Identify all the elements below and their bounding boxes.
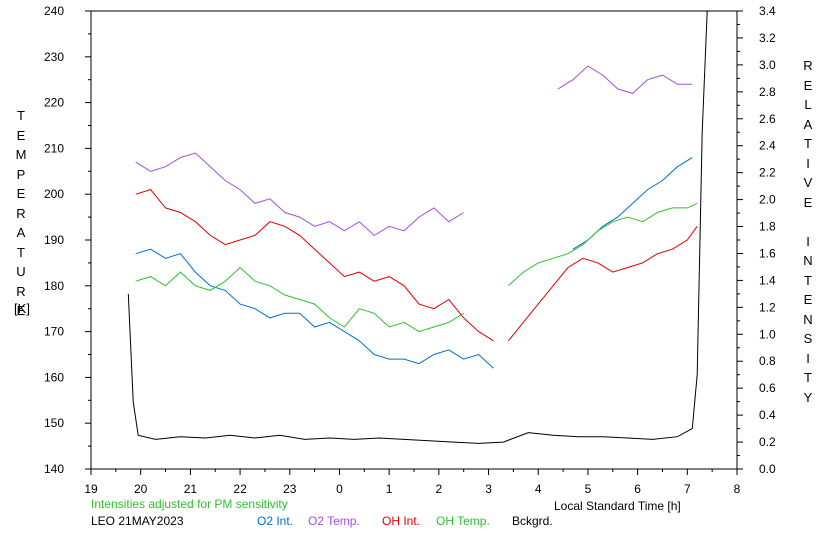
right-axis-label-letter: E [803, 194, 813, 210]
x-tick-label: 1 [386, 482, 393, 496]
left-axis-label-letter: R [16, 283, 26, 299]
series-line [508, 226, 698, 342]
y-right-tick-label: 3.0 [759, 58, 776, 72]
right-axis-label-letter: N [803, 253, 813, 268]
x-tick-label: 19 [84, 482, 98, 496]
legend-entry: OH Temp. [436, 514, 490, 528]
y-left-tick-label: 210 [44, 141, 64, 155]
legend-entry: O2 Int. [257, 514, 294, 528]
left-axis-label-letter: M [15, 147, 27, 162]
x-tick-label: 0 [336, 482, 343, 496]
y-right-tick-label: 3.2 [759, 31, 776, 45]
legend-entry: O2 Temp. [308, 514, 360, 528]
y-right-tick-label: 0.0 [759, 462, 776, 476]
x-tick-label: 21 [184, 482, 198, 496]
right-axis-label-letter: T [804, 136, 812, 151]
right-axis-label-letter: N [803, 311, 813, 327]
series-line [557, 65, 693, 94]
y-right-tick-label: 1.8 [759, 220, 776, 234]
y-right-tick-label: 2.2 [759, 166, 776, 180]
y-right-tick-label: 2.8 [759, 85, 776, 99]
y-left-tick-label: 240 [44, 4, 64, 18]
legend-entry: Bckgrd. [512, 514, 553, 528]
x-tick-label: 23 [283, 482, 297, 496]
series-line [508, 202, 698, 287]
left-axis-label-letter: E [16, 303, 26, 318]
y-left-tick-label: 200 [44, 187, 64, 201]
x-tick-label: 6 [634, 482, 641, 496]
right-axis-label-letter: I [806, 350, 810, 366]
y-right-tick-label: 3.4 [759, 4, 776, 18]
y-right-tick-label: 0.8 [759, 354, 776, 368]
series-line [135, 266, 464, 333]
left-axis-label-letter: A [16, 225, 26, 240]
x-tick-label: 4 [535, 482, 542, 496]
y-right-tick-label: 2.4 [759, 139, 776, 153]
series-line [127, 10, 708, 444]
y-right-tick-label: 1.6 [759, 246, 776, 260]
right-axis-label-letter: I [806, 233, 810, 249]
right-axis-label-letter: E [803, 77, 813, 93]
y-left-tick-label: 140 [44, 462, 64, 476]
y-left-tick-label: 190 [44, 233, 64, 247]
right-axis-label-letter [801, 212, 815, 232]
y-right-tick-label: 2.0 [759, 193, 776, 207]
station-date: LEO 21MAY2023 [91, 514, 184, 528]
series-line [135, 248, 494, 369]
x-axis-title: Local Standard Time [h] [554, 499, 681, 513]
legend-entry: OH Int. [382, 514, 421, 528]
x-tick-label: 8 [734, 482, 741, 496]
y-left-tick-label: 150 [44, 416, 64, 430]
series-line [135, 189, 494, 342]
sensitivity-note: Intensities adjusted for PM sensitivity [91, 497, 288, 511]
right-axis-label-letter: E [803, 292, 813, 307]
x-tick-label: 5 [585, 482, 592, 496]
right-axis-label-letter: Y [803, 389, 813, 405]
y-left-tick-label: 170 [44, 325, 64, 339]
right-axis-label-letter: V [803, 175, 813, 190]
left-axis-label-letter: E [16, 127, 26, 143]
left-axis-label-letter: T [17, 244, 25, 260]
y-left-tick-label: 180 [44, 279, 64, 293]
y-right-tick-label: 0.2 [759, 435, 776, 449]
right-axis-label-letter: L [804, 97, 812, 112]
x-tick-label: 3 [485, 482, 492, 496]
y-right-tick-label: 1.0 [759, 327, 776, 341]
y-left-tick-label: 230 [44, 50, 64, 64]
x-tick-label: 22 [233, 482, 247, 496]
y-right-tick-label: 0.6 [759, 381, 776, 395]
y-right-tick-label: 2.6 [759, 112, 776, 126]
y-right-tick-label: 1.2 [759, 300, 776, 314]
right-axis-label-letter: R [803, 58, 813, 73]
right-axis-label-letter: A [803, 116, 813, 132]
right-axis-label-letter: S [803, 331, 813, 346]
left-axis-label-letter: U [16, 264, 26, 279]
right-axis-label-letter: T [804, 272, 812, 288]
right-axis-label-letter: I [806, 155, 810, 171]
x-tick-label: 2 [436, 482, 443, 496]
left-axis-unit: [K] [14, 301, 30, 316]
left-axis-label-letter: P [16, 166, 26, 182]
left-axis-label-letter: R [16, 205, 26, 221]
x-tick-label: 7 [684, 482, 691, 496]
left-axis-label-letter: T [17, 108, 25, 123]
y-right-tick-label: 0.4 [759, 408, 776, 422]
series-line [572, 157, 693, 250]
left-axis-label-letter: E [16, 186, 26, 201]
y-left-tick-label: 160 [44, 370, 64, 384]
y-left-tick-label: 220 [44, 96, 64, 110]
y-right-tick-label: 1.4 [759, 273, 776, 287]
x-tick-label: 20 [134, 482, 148, 496]
series-line [135, 152, 464, 237]
right-axis-label-letter: T [804, 370, 812, 385]
